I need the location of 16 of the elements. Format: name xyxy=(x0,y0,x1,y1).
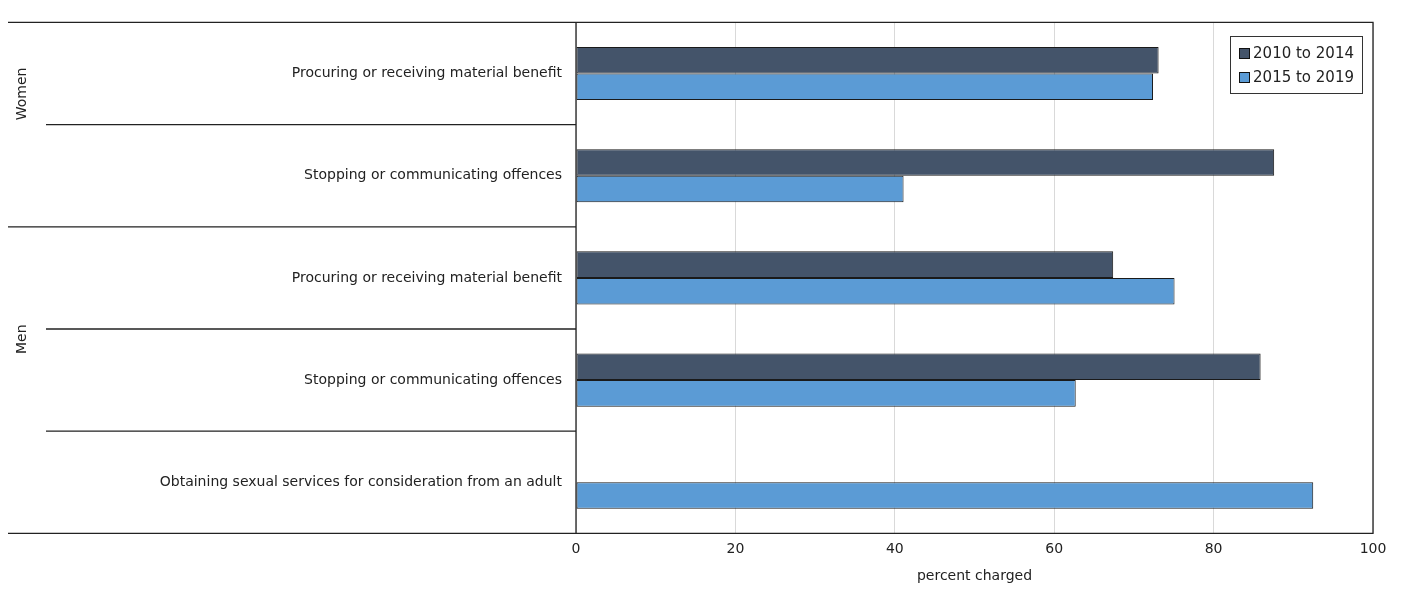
legend-label: 2015 to 2019 xyxy=(1253,67,1354,89)
y-tick-label: Obtaining sexual services for consideration from an adult xyxy=(159,472,563,489)
x-tick-label: 80 xyxy=(1204,540,1223,557)
text: Men xyxy=(12,324,29,355)
x-tick-label: 20 xyxy=(726,540,745,557)
x-tick-label: 100 xyxy=(1359,540,1387,557)
legend-label: 2010 to 2014 xyxy=(1253,43,1354,65)
x-axis-title: percent charged xyxy=(916,567,1033,584)
y-tick-label: Procuring or receiving material benefit xyxy=(291,64,563,81)
x-tick-label: 60 xyxy=(1045,540,1064,557)
x-tick-label: 40 xyxy=(885,540,904,557)
x-tick-label: 0 xyxy=(571,540,581,557)
y-tick-label: Stopping or communicating offences xyxy=(304,370,562,387)
y-tick-label: Stopping or communicating offences xyxy=(304,166,562,183)
y-tick-label: Procuring or receiving material benefit xyxy=(291,268,563,285)
text: Women xyxy=(12,67,29,121)
